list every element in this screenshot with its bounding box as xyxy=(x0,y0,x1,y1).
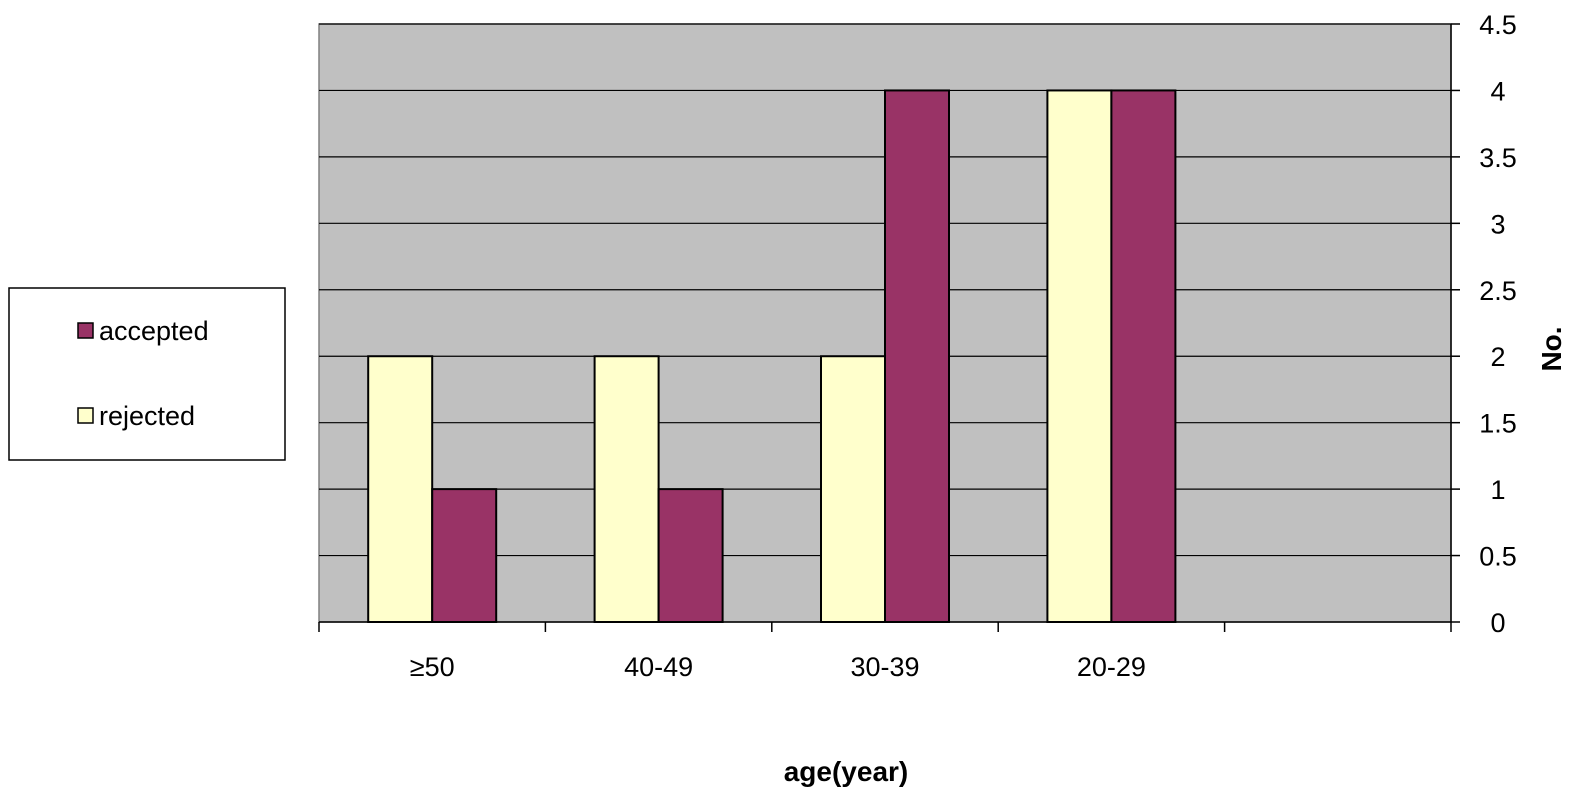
y-tick-label: 2.5 xyxy=(1479,276,1517,306)
y-tick-label: 0.5 xyxy=(1479,542,1517,572)
bar-rejected xyxy=(367,355,434,623)
x-tick-label: 40-49 xyxy=(624,652,693,682)
y-axis-title: No. xyxy=(1536,326,1567,371)
legend-swatch-accepted xyxy=(77,322,94,339)
legend-label-rejected: rejected xyxy=(99,401,195,431)
x-tick-label: 20-29 xyxy=(1077,652,1146,682)
y-tick-label: 2 xyxy=(1490,342,1505,372)
legend: accepted rejected xyxy=(8,287,286,461)
bar-accepted xyxy=(1110,89,1177,623)
y-tick-label: 3 xyxy=(1490,209,1505,239)
x-axis-ticks: ≥50 40-49 30-39 20-29 xyxy=(318,622,1452,682)
legend-label-accepted: accepted xyxy=(99,316,209,346)
y-tick-label: 1 xyxy=(1490,475,1505,505)
y-tick-label: 4.5 xyxy=(1479,10,1517,40)
y-tick-label: 4 xyxy=(1490,76,1505,106)
x-tick-label: ≥50 xyxy=(410,652,455,682)
bar-rejected xyxy=(820,355,886,623)
bar-accepted xyxy=(657,488,724,623)
legend-swatch-rejected xyxy=(77,407,94,424)
bar-accepted xyxy=(884,89,950,623)
x-tick-label: 30-39 xyxy=(850,652,919,682)
bar-accepted xyxy=(431,488,498,623)
y-tick-label: 3.5 xyxy=(1479,143,1517,173)
x-axis-title: age(year) xyxy=(784,756,909,787)
bar-rejected xyxy=(1046,89,1113,623)
y-tick-label: 0 xyxy=(1490,608,1505,638)
bars xyxy=(367,89,1177,623)
legend-box xyxy=(8,287,286,461)
bar-rejected xyxy=(593,355,660,623)
y-axis-ticks: 0 0.5 1 1.5 2 2.5 3 3.5 4 4.5 xyxy=(1451,10,1517,638)
y-tick-label: 1.5 xyxy=(1479,409,1517,439)
